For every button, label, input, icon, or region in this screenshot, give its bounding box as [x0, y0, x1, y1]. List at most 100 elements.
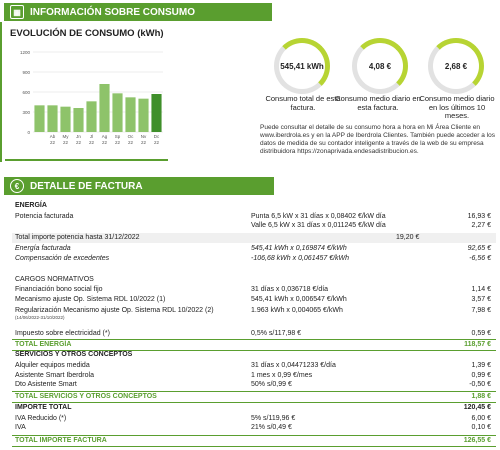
- invoice-detail: 1 mes x 0,99 €/mes: [251, 372, 313, 379]
- euro-icon: €: [10, 179, 24, 193]
- bar-Mr 22: [34, 105, 45, 132]
- consumption-section-header: ▦ INFORMACIÓN SOBRE CONSUMO: [4, 3, 272, 21]
- daily-average-value: 4,08 €: [368, 61, 392, 71]
- x-tick-month: Nv: [141, 134, 147, 139]
- regularization-period: (14/06/2022-31/10/2022): [15, 315, 65, 320]
- invoice-detail: 545,41 kWh x 0,169874 €/kWh: [251, 245, 347, 252]
- invoice-row: Mecanismo ajuste Op. Sistema RDL 10/2022…: [12, 295, 496, 305]
- invoice-amount: 0,59 €: [471, 330, 491, 337]
- invoice-concept: IMPORTE TOTAL: [15, 404, 72, 411]
- consumption-chart: EVOLUCIÓN DE CONSUMO (kWh) 1200 900 600 300…: [5, 22, 168, 161]
- invoice-concept: IVA Reducido (*): [15, 415, 67, 422]
- total-consumption-value: 545,41 kWh: [280, 61, 324, 71]
- invoice-concept: Alquiler equipos medida: [15, 362, 90, 369]
- invoice-detail: -106,68 kWh x 0,061457 €/kWh: [251, 255, 350, 262]
- invoice-concept: Asistente Smart Iberdrola: [15, 372, 94, 379]
- invoice-amount: 1,39 €: [471, 362, 491, 369]
- invoice-concept: SERVICIOS Y OTROS CONCEPTOS: [15, 351, 133, 358]
- invoice-concept: CARGOS NORMATIVOS: [15, 276, 94, 283]
- invoice-amount: 16,93 €: [467, 213, 491, 220]
- invoice-detail: Punta 6,5 kW x 31 días x 0,08402 €/kW dí…: [251, 213, 386, 220]
- invoice-detail: 5% s/119,96 €: [251, 415, 296, 422]
- y-tick-label: 0: [27, 130, 30, 135]
- invoice-row: SERVICIOS Y OTROS CONCEPTOS: [12, 350, 496, 360]
- invoice-row: ENERGÍA: [12, 201, 496, 211]
- invoice-row: TOTAL SERVICIOS Y OTROS CONCEPTOS 1,88 €: [12, 391, 496, 403]
- x-tick-month: Jl: [90, 134, 93, 139]
- x-tick-month: Oc: [128, 134, 135, 139]
- invoice-amount: -0,50 €: [469, 381, 491, 388]
- total-consumption-label: Consumo total de esta factura.: [265, 94, 341, 112]
- invoice-amount: 3,57 €: [471, 296, 491, 303]
- consumption-info-note: Puede consultar el detalle de su consumo…: [260, 124, 495, 155]
- invoice-row: Financiación bono social fijo 31 días x 0…: [12, 285, 496, 295]
- y-tick-label: 300: [22, 110, 30, 115]
- invoice-concept: Impuesto sobre electricidad (*): [15, 330, 110, 337]
- document-icon: ▦: [10, 5, 24, 19]
- consumption-header-label: INFORMACIÓN SOBRE CONSUMO: [30, 6, 195, 18]
- x-tick-year: 22: [50, 140, 56, 145]
- invoice-detail: 50% s/0,99 €: [251, 381, 292, 388]
- x-tick-month: Ag: [102, 134, 108, 139]
- invoice-amount: 6,00 €: [471, 415, 491, 422]
- invoice-concept: Total importe potencia hasta 31/12/2022: [15, 234, 140, 241]
- invoice-detail: 1.963 kWh x 0,004065 €/kWh: [251, 307, 343, 314]
- x-tick-year: 22: [102, 140, 108, 145]
- y-tick-label: 900: [22, 70, 30, 75]
- invoice-row: TOTAL ENERGÍA 118,57 €: [12, 339, 496, 351]
- bar-Jn 22: [73, 108, 84, 132]
- bar-Jl 22: [86, 101, 97, 132]
- invoice-detail: 31 días x 0,036718 €/día: [251, 286, 329, 293]
- x-tick-month: My: [63, 134, 70, 139]
- invoice-detail: 545,41 kWh x 0,006547 €/kWh: [251, 296, 347, 303]
- consumption-bar-chart: 12009006003000Ab22My22Jn22Jl22Ag22Sp22Oc…: [20, 50, 163, 145]
- invoice-detail: Valle 6,5 kW x 31 días x 0,011245 €/kW d…: [251, 222, 386, 229]
- invoice-amount: 126,55 €: [463, 437, 491, 444]
- invoice-header-label: DETALLE DE FACTURA: [30, 180, 143, 192]
- invoice-concept: Compensación de excedentes: [15, 255, 110, 262]
- total-consumption-circle: 545,41 kWh: [274, 38, 330, 94]
- invoice-row: Regularización Mecanismo ajuste Op. Sist…: [12, 306, 496, 320]
- invoice-row: Energía facturada 545,41 kWh x 0,169874 €…: [12, 244, 496, 254]
- x-tick-year: 22: [154, 140, 160, 145]
- invoice-concept: Mecanismo ajuste Op. Sistema RDL 10/2022…: [15, 296, 166, 303]
- invoice-row: Total importe potencia hasta 31/12/2022 1…: [12, 233, 496, 243]
- invoice-row: IMPORTE TOTAL 120,45 €: [12, 403, 496, 413]
- chart-left-border: [0, 22, 2, 162]
- daily-average-circle: 4,08 €: [352, 38, 408, 94]
- invoice-concept: TOTAL IMPORTE FACTURA: [15, 437, 107, 444]
- invoice-amount: 0,99 €: [471, 372, 491, 379]
- invoice-row: IVA 21% s/0,49 € 0,10 €: [12, 423, 496, 433]
- x-tick-year: 22: [141, 140, 147, 145]
- invoice-amount: 1,14 €: [471, 286, 491, 293]
- bar-Ag 22: [99, 84, 110, 132]
- invoice-detail: 21% s/0,49 €: [251, 424, 292, 431]
- invoice-row: TOTAL IMPORTE FACTURA 126,55 €: [12, 435, 496, 447]
- invoice-amount: -6,56 €: [469, 255, 491, 262]
- bar-Sp 22: [112, 93, 123, 132]
- chart-title: EVOLUCIÓN DE CONSUMO (kWh): [10, 28, 164, 39]
- x-tick-month: Sp: [115, 134, 121, 139]
- x-tick-year: 22: [128, 140, 134, 145]
- invoice-amount: 120,45 €: [463, 404, 491, 411]
- bar-Nv 22: [138, 98, 149, 132]
- invoice-row: Alquiler equipos medida 31 días x 0,04471…: [12, 361, 496, 371]
- x-tick-month: Dc: [154, 134, 160, 139]
- invoice-concept: IVA: [15, 424, 26, 431]
- invoice-concept: Dto Asistente Smart: [15, 381, 77, 388]
- invoice-concept: Regularización Mecanismo ajuste Op. Sist…: [15, 307, 214, 314]
- invoice-amount: 118,57 €: [464, 341, 491, 348]
- invoice-row: Impuesto sobre electricidad (*) 0,5% s/11…: [12, 329, 496, 339]
- invoice-amount: 92,65 €: [467, 245, 491, 252]
- invoice-amount: 7,98 €: [471, 307, 491, 314]
- invoice-concept: Energía facturada: [15, 245, 71, 252]
- invoice-concept: TOTAL SERVICIOS Y OTROS CONCEPTOS: [15, 393, 157, 400]
- invoice-concept: TOTAL ENERGÍA: [15, 341, 72, 348]
- ten-month-average-value: 2,68 €: [444, 61, 468, 71]
- invoice-concept: ENERGÍA: [15, 202, 47, 209]
- x-tick-month: Ab: [50, 134, 56, 139]
- y-tick-label: 600: [22, 90, 30, 95]
- invoice-amount: 0,10 €: [471, 424, 491, 431]
- x-tick-year: 22: [63, 140, 69, 145]
- x-tick-year: 22: [115, 140, 121, 145]
